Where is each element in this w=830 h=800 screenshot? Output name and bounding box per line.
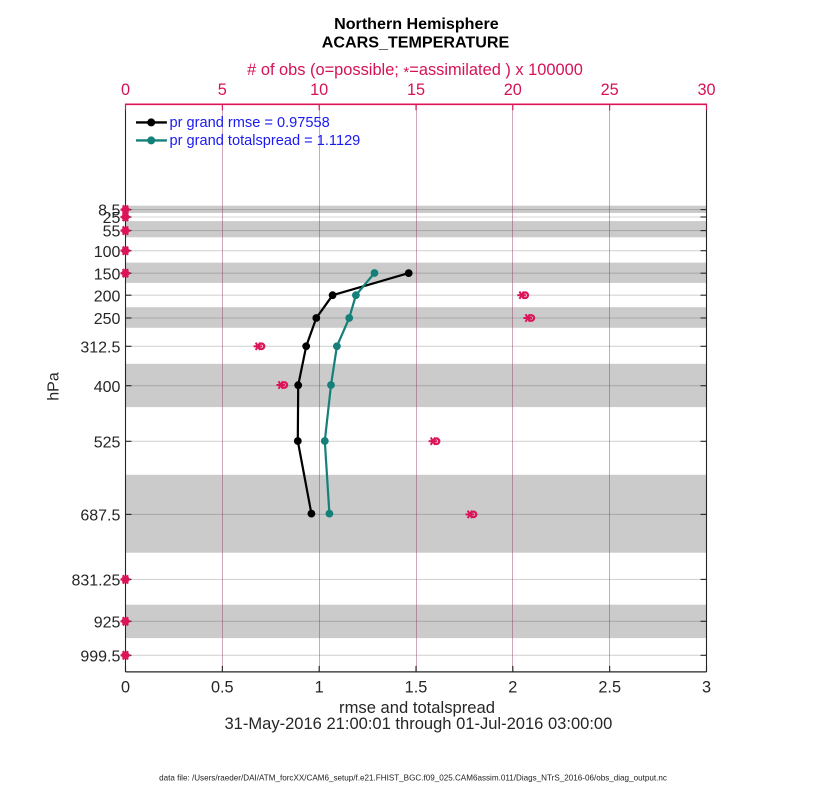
svg-text:0: 0 [121, 81, 130, 99]
svg-text:10: 10 [310, 81, 328, 99]
svg-text:25: 25 [103, 210, 121, 227]
svg-text:pr grand rmse = 0.97558: pr grand rmse = 0.97558 [170, 115, 330, 131]
svg-text:200: 200 [94, 288, 121, 305]
svg-text:2: 2 [508, 679, 517, 697]
svg-text:3: 3 [702, 679, 711, 697]
svg-text:1.5: 1.5 [405, 679, 428, 697]
svg-text:data file: /Users/raeder/DAI/A: data file: /Users/raeder/DAI/ATM_forcXX/… [159, 774, 667, 783]
svg-text:400: 400 [94, 379, 121, 396]
svg-text:5: 5 [218, 81, 227, 99]
svg-text:525: 525 [94, 434, 121, 451]
svg-text:55: 55 [103, 224, 121, 241]
svg-text:8.5: 8.5 [98, 203, 120, 220]
svg-text:0.5: 0.5 [211, 679, 234, 697]
svg-text:hPa: hPa [46, 372, 63, 401]
svg-text:25: 25 [601, 81, 619, 99]
svg-text:rmse and totalspread: rmse and totalspread [339, 698, 495, 717]
svg-text:# of obs (o=possible; *=assimi: # of obs (o=possible; *=assimilated ) x … [247, 61, 583, 81]
svg-text:150: 150 [94, 266, 121, 283]
svg-text:999.5: 999.5 [80, 648, 120, 665]
svg-text:pr grand totalspread = 1.1129: pr grand totalspread = 1.1129 [170, 133, 361, 149]
svg-text:15: 15 [407, 81, 425, 99]
svg-text:250: 250 [94, 311, 121, 328]
svg-text:ACARS_TEMPERATURE: ACARS_TEMPERATURE [322, 34, 510, 52]
svg-text:1: 1 [315, 679, 324, 697]
svg-text:Northern Hemisphere: Northern Hemisphere [334, 15, 499, 33]
svg-text:687.5: 687.5 [80, 508, 120, 525]
svg-text:0: 0 [121, 679, 130, 697]
svg-text:312.5: 312.5 [80, 339, 120, 356]
svg-text:31-May-2016 21:00:01 through 0: 31-May-2016 21:00:01 through 01-Jul-2016… [224, 714, 612, 733]
svg-text:100: 100 [94, 244, 121, 261]
svg-text:30: 30 [697, 81, 715, 99]
svg-text:2.5: 2.5 [598, 679, 621, 697]
svg-text:831.25: 831.25 [71, 573, 120, 590]
svg-text:925: 925 [94, 614, 121, 631]
svg-text:20: 20 [504, 81, 522, 99]
